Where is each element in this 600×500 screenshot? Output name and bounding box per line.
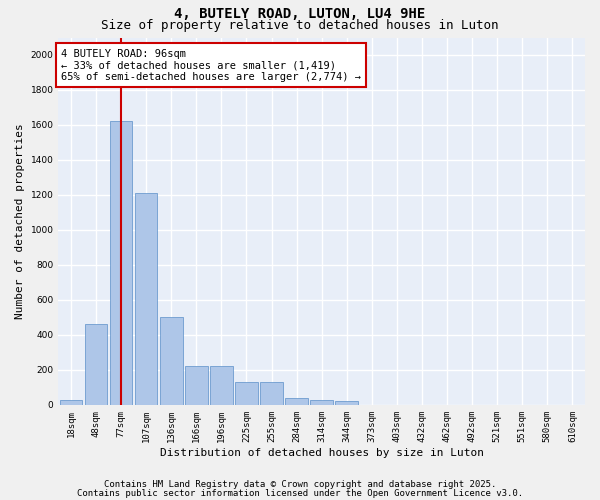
Bar (286, 398, 308, 405)
Bar (135, 193, 157, 405)
Text: 4, BUTELY ROAD, LUTON, LU4 9HE: 4, BUTELY ROAD, LUTON, LU4 9HE (175, 8, 425, 22)
Y-axis label: Number of detached properties: Number of detached properties (15, 124, 25, 319)
Text: 4 BUTELY ROAD: 96sqm
← 33% of detached houses are smaller (1,419)
65% of semi-de: 4 BUTELY ROAD: 96sqm ← 33% of detached h… (61, 48, 361, 82)
Text: Contains public sector information licensed under the Open Government Licence v3: Contains public sector information licen… (77, 489, 523, 498)
Bar (335, 402, 358, 405)
Bar (210, 366, 233, 405)
Bar (85, 324, 107, 405)
Bar (310, 400, 333, 405)
Bar (260, 382, 283, 405)
Text: Contains HM Land Registry data © Crown copyright and database right 2025.: Contains HM Land Registry data © Crown c… (104, 480, 496, 489)
Bar (235, 382, 258, 405)
X-axis label: Distribution of detached houses by size in Luton: Distribution of detached houses by size … (160, 448, 484, 458)
Bar (110, 122, 133, 405)
Bar (185, 366, 208, 405)
Bar (160, 318, 182, 405)
Bar (59, 400, 82, 405)
Text: Size of property relative to detached houses in Luton: Size of property relative to detached ho… (101, 19, 499, 32)
